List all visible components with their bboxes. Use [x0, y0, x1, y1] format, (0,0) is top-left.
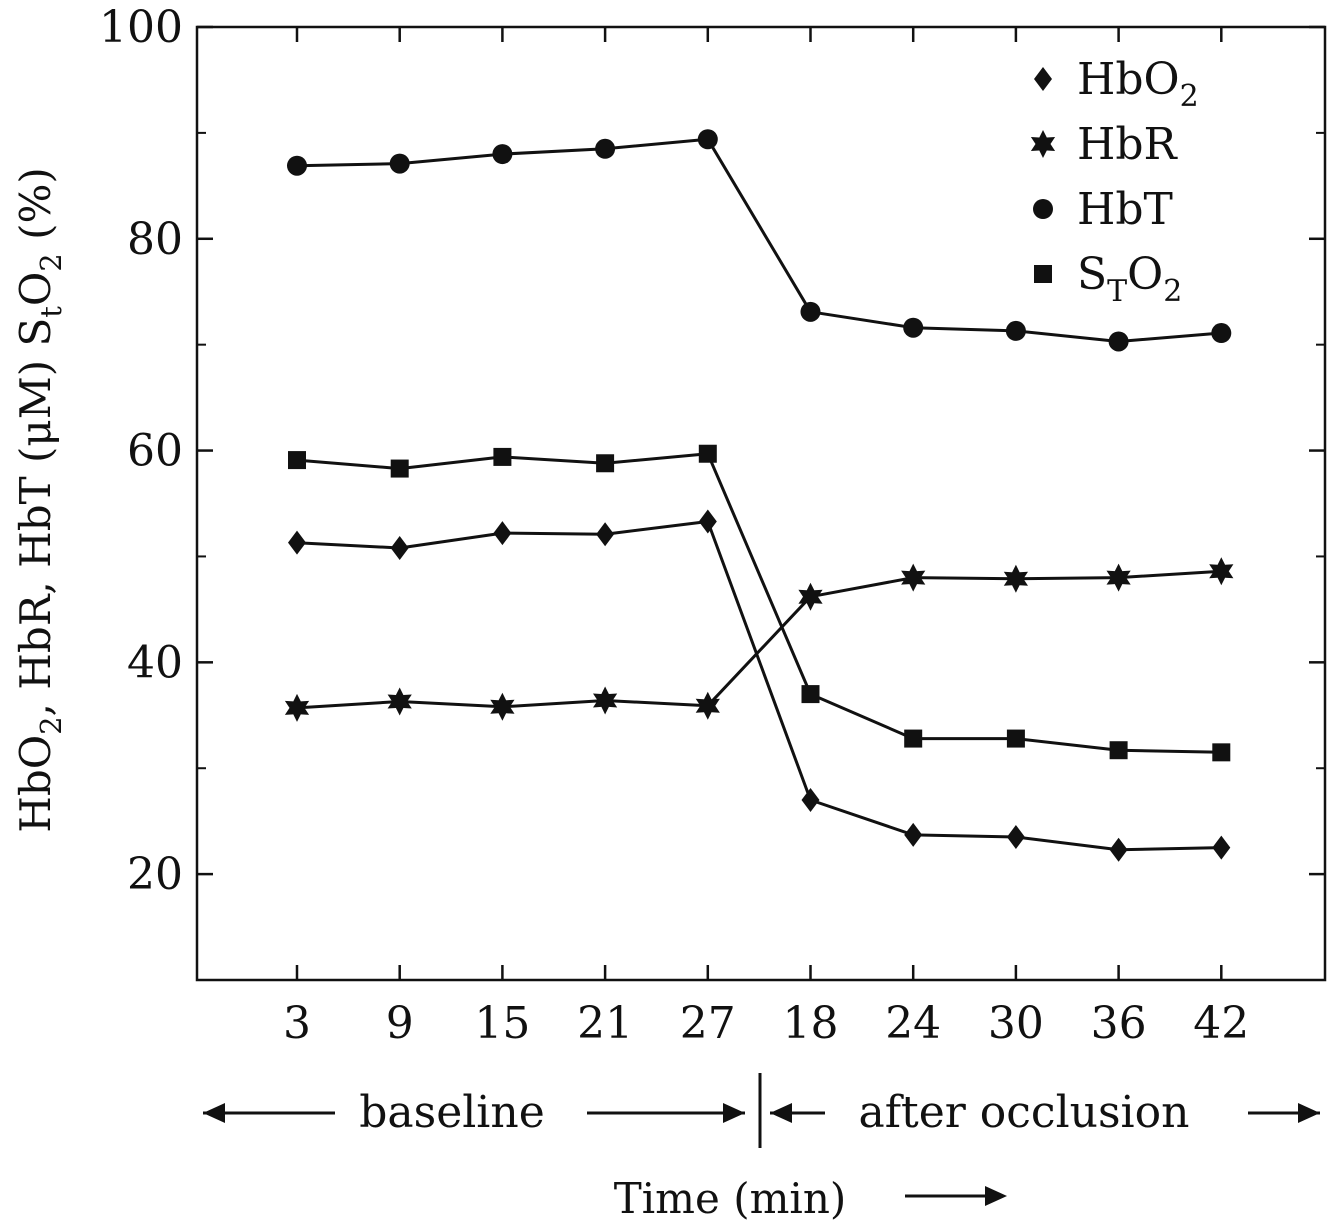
series-line-sto2 [296, 452, 1222, 754]
data-point-hbo2 [1212, 835, 1231, 860]
legend-marker-sto2 [1034, 265, 1052, 283]
x-tick-label: 21 [577, 998, 633, 1049]
data-point-hbt [1005, 320, 1026, 341]
data-point-hbr [284, 693, 310, 722]
region-label-after-occlusion: after occlusion [859, 1087, 1190, 1138]
data-point-hbr [901, 563, 926, 592]
data-point-hbt [1108, 331, 1129, 352]
legend-label-hbr: HbR [1077, 119, 1179, 170]
data-point-sto2 [288, 451, 306, 470]
y-tick-label: 100 [99, 2, 183, 53]
legend-marker-hbo2 [1034, 67, 1052, 91]
data-point-hbo2 [390, 535, 409, 560]
legend-label-hbo2: HbO2 [1077, 54, 1199, 114]
y-axis-title: HbO2, HbR, HbT (μM) StO2 (%) [11, 167, 68, 833]
data-point-hbr [1209, 557, 1234, 586]
series-sto2 [288, 444, 1231, 762]
data-point-hbt [287, 155, 307, 176]
data-point-hbr [490, 692, 515, 721]
data-point-hbo2 [1109, 837, 1128, 862]
occlusion-arrow-left-head [770, 1103, 792, 1123]
axis-ticks: 20 40 60 80 100 3 9 15 21 27 18 24 30 36 42 [99, 2, 1325, 1049]
data-point-hbt [903, 317, 924, 338]
series-hbo2 [288, 509, 1231, 862]
plot-area-frame [195, 25, 1327, 982]
x-tick-label: 30 [988, 998, 1044, 1049]
data-point-hbt [697, 129, 718, 150]
x-tick-label: 15 [474, 998, 530, 1049]
data-point-sto2 [493, 447, 512, 466]
series-hbr [284, 557, 1234, 722]
series-line-hbt [296, 137, 1222, 343]
y-axis-title-text: HbO2, HbR, HbT (μM) StO2 (%) [11, 167, 68, 833]
data-point-hbr [695, 691, 720, 720]
legend-marker-hbr [1030, 130, 1056, 158]
time-regions: baseline after occlusion [203, 1073, 1320, 1148]
data-point-hbo2 [1006, 825, 1025, 850]
legend-label-sto2: STO2 [1077, 249, 1182, 309]
series-hbt [287, 129, 1232, 352]
baseline-arrow-right-head [723, 1103, 745, 1123]
legend-marker-hbt [1033, 199, 1053, 219]
x-tick-label: 18 [783, 998, 839, 1049]
data-point-hbr [1106, 563, 1131, 592]
y-tick-label: 20 [127, 849, 183, 900]
data-point-hbt [1211, 323, 1232, 344]
x-tick-label: 3 [283, 998, 311, 1049]
x-tick-label: 24 [885, 998, 941, 1049]
data-point-hbr [387, 687, 412, 716]
x-tick-label: 9 [386, 998, 414, 1049]
baseline-arrow-left-head [203, 1103, 225, 1123]
data-point-hbo2 [801, 787, 820, 812]
data-point-hbr [1003, 564, 1028, 593]
x-tick-label: 42 [1193, 998, 1249, 1049]
x-tick-label: 27 [680, 998, 736, 1049]
data-point-sto2 [904, 729, 923, 748]
x-axis-title: Time (min) [614, 1174, 847, 1223]
x-axis-title-group: Time (min) [614, 1174, 1007, 1223]
data-point-hbo2 [493, 521, 512, 546]
data-point-hbt [595, 138, 616, 159]
data-point-hbo2 [698, 509, 717, 534]
data-point-hbr [798, 582, 823, 611]
series-line-hbr [296, 569, 1222, 710]
data-point-hbt [389, 153, 410, 174]
legend-label-hbt: HbT [1077, 184, 1173, 235]
data-point-hbt [492, 144, 513, 165]
series-layer [284, 129, 1234, 862]
data-point-sto2 [801, 685, 820, 704]
data-point-sto2 [596, 454, 615, 473]
occlusion-arrow-right-head [1298, 1103, 1320, 1123]
data-point-hbo2 [596, 522, 615, 547]
y-tick-label: 60 [127, 426, 183, 477]
data-point-sto2 [1006, 729, 1025, 748]
x-title-arrow-head [985, 1186, 1007, 1206]
x-tick-label: 36 [1091, 998, 1147, 1049]
data-point-hbt [800, 301, 821, 322]
data-point-sto2 [1109, 741, 1128, 760]
data-point-hbr [593, 686, 618, 715]
y-tick-label: 80 [127, 214, 183, 265]
y-tick-label: 40 [127, 637, 183, 688]
data-point-hbo2 [288, 530, 306, 555]
data-point-sto2 [698, 444, 717, 463]
series-line-hbo2 [296, 520, 1222, 852]
data-point-hbo2 [904, 822, 923, 847]
data-point-sto2 [390, 459, 409, 478]
region-label-baseline: baseline [359, 1087, 545, 1138]
data-point-sto2 [1212, 743, 1231, 762]
